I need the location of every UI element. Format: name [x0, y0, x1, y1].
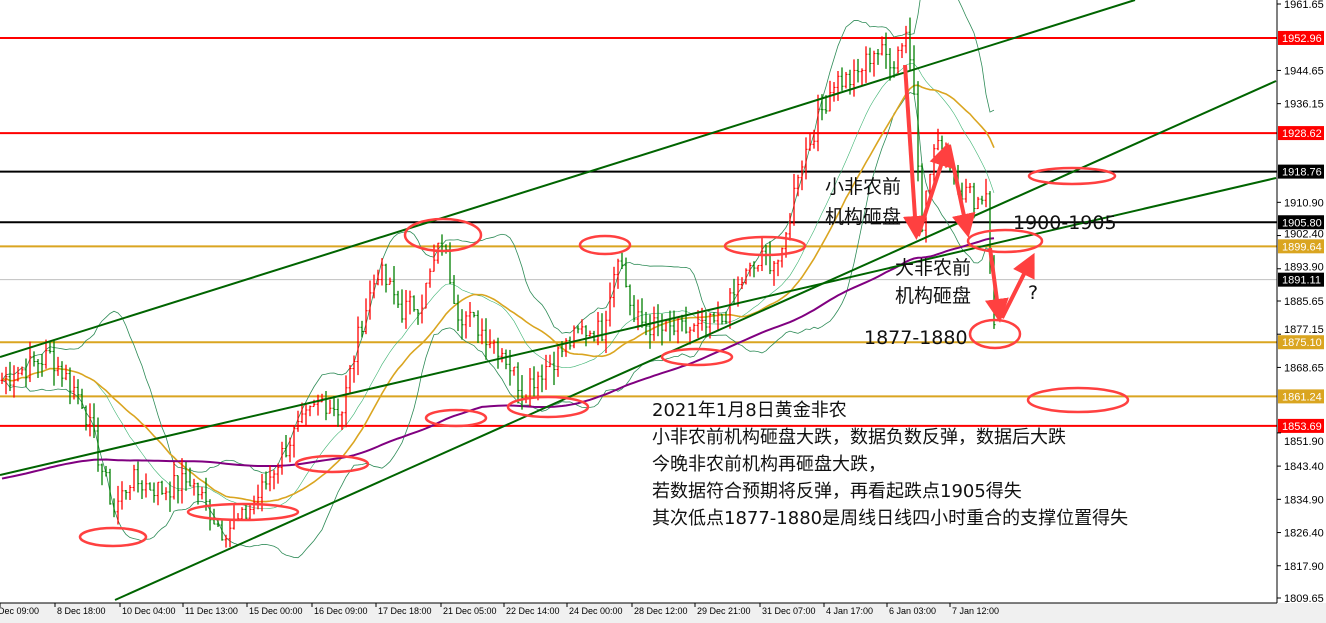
ellipse-marker[interactable] [506, 395, 590, 419]
y-tick-label: 1851.90 [1284, 436, 1324, 448]
x-tick-label: 28 Dec 12:00 [634, 606, 688, 616]
level-label: 1928.62 [1282, 128, 1322, 140]
level-label-bg [1278, 418, 1324, 433]
bollinger-bands [1, 0, 995, 559]
x-tick-label: 22 Dec 14:00 [506, 606, 560, 616]
x-tick-label: 15 Dec 00:00 [249, 606, 303, 616]
arrow-down-icon[interactable] [902, 64, 927, 240]
note-line: 今晚非农前机构再砸盘大跌， [652, 454, 886, 475]
level-label: 1905.80 [1282, 217, 1322, 229]
arrow-down-icon[interactable] [984, 247, 1009, 323]
y-tick-label: 1910.90 [1284, 197, 1324, 209]
y-tick-label: 1868.65 [1284, 362, 1324, 374]
x-tick-label: 29 Dec 21:00 [697, 606, 751, 616]
arrow-down-icon[interactable] [947, 144, 976, 238]
level-label-bg [1278, 30, 1324, 45]
y-tick-label: 1826.40 [1284, 528, 1324, 540]
y-tick-label: 1809.65 [1284, 593, 1324, 605]
level-label: 1875.10 [1282, 337, 1322, 349]
level-label: 1853.69 [1282, 421, 1322, 433]
note-line: 小非农前机构砸盘大跌，数据负数反弹，数据后大跌 [652, 427, 1066, 448]
x-tick-label: 4 Jan 17:00 [826, 606, 873, 616]
y-tick-label: 1902.40 [1284, 228, 1324, 240]
level-label-bg [1278, 239, 1324, 254]
x-tick-label: 6 Jan 03:00 [889, 606, 936, 616]
annotation-range-1900: 1900-1905 [1013, 212, 1117, 234]
y-tick-label: 1885.65 [1284, 296, 1324, 308]
note-block: 2021年1月8日黄金非农 小非农前机构砸盘大跌，数据负数反弹，数据后大跌 今晚… [652, 397, 1128, 532]
level-label: 1918.76 [1282, 167, 1322, 179]
horizontal-levels: 1952.96 1928.62 1918.76 1905.80 1899.64 1891.… [0, 30, 1324, 433]
annotation-range-1877: 1877-1880 [864, 327, 968, 349]
annotation-big-nfp-selloff: 机构砸盘 [895, 285, 972, 307]
bollinger-upper [1, 0, 995, 474]
moving-averages [1, 84, 995, 503]
level-label-bg [1278, 215, 1324, 230]
x-tick-label: 16 Dec 09:00 [314, 606, 368, 616]
level-label: 1952.96 [1282, 33, 1322, 45]
ellipse-marker[interactable] [1026, 386, 1130, 414]
ma-fast-line [1, 84, 995, 503]
ellipse-markers [78, 166, 1130, 548]
x-tick-label: 31 Dec 07:00 [762, 606, 816, 616]
level-label-bg [1278, 164, 1324, 179]
ellipse-marker[interactable] [1027, 166, 1117, 186]
arrow-up-icon[interactable] [1000, 252, 1035, 319]
time-axis: Dec 09:00 8 Dec 18:00 10 Dec 04:00 11 Dec 1… [0, 603, 999, 616]
y-tick-label: 1893.90 [1284, 262, 1324, 274]
level-label: 1899.64 [1282, 241, 1322, 253]
note-line: 若数据符合预期将反弹，再看起跌点1905得失 [652, 481, 1022, 502]
ellipse-marker[interactable] [78, 526, 148, 548]
arrow-up-icon[interactable] [916, 142, 953, 237]
bollinger-lower [1, 92, 995, 559]
price-axis: 1961.65 1944.65 1936.15 1910.90 1902.40 1893.… [0, 0, 1324, 605]
bottom-strip [0, 603, 1326, 623]
x-tick-label: 11 Dec 13:00 [185, 606, 238, 616]
x-tick-label: 17 Dec 18:00 [378, 606, 432, 616]
annotation-small-nfp-selloff: 机构砸盘 [825, 206, 902, 228]
x-tick-label: 21 Dec 05:00 [443, 606, 497, 616]
level-label-bg [1278, 335, 1324, 350]
y-tick-label: 1843.40 [1284, 461, 1324, 473]
x-tick-label: 24 Dec 00:00 [569, 606, 623, 616]
level-label: 1861.24 [1282, 391, 1322, 403]
ellipse-marker[interactable] [723, 235, 807, 257]
arrow-markers [902, 64, 1035, 323]
y-tick-label: 1834.90 [1284, 494, 1324, 506]
ellipse-marker[interactable] [186, 502, 300, 522]
bollinger-middle [1, 63, 995, 510]
level-label-bg [1278, 126, 1324, 141]
y-tick-label: 1961.65 [1284, 0, 1324, 11]
ellipse-marker[interactable] [578, 234, 632, 256]
y-tick-label: 1936.15 [1284, 99, 1324, 111]
ma-slow-line [1, 237, 995, 480]
ellipse-marker[interactable] [660, 347, 734, 367]
ellipse-marker[interactable] [966, 228, 1044, 254]
trendline-upper[interactable] [0, 0, 1136, 358]
y-tick-label: 1877.15 [1284, 324, 1324, 336]
x-tick-label: 10 Dec 04:00 [122, 606, 176, 616]
y-tick-label: 1817.90 [1284, 561, 1324, 573]
ellipse-marker[interactable] [424, 408, 488, 428]
ellipse-marker[interactable] [403, 217, 483, 253]
x-tick-label: Dec 09:00 [0, 606, 39, 616]
annotation-question: ? [1028, 282, 1039, 304]
y-tick-label: 1944.65 [1284, 65, 1324, 77]
trendline-middle[interactable] [0, 177, 1277, 476]
annotation-big-nfp: 大非农前 [895, 257, 972, 279]
level-label-bg [1278, 272, 1324, 287]
ellipse-marker[interactable] [294, 454, 370, 474]
note-title: 2021年1月8日黄金非农 [652, 400, 847, 421]
note-line: 其次低点1877-1880是周线日线四小时重合的支撑位置得失 [652, 508, 1129, 529]
annotation-small-nfp: 小非农前 [825, 176, 902, 198]
level-label: 1891.11 [1282, 275, 1321, 287]
level-label-bg [1278, 389, 1324, 404]
x-tick-label: 8 Dec 18:00 [57, 606, 106, 616]
x-tick-label: 7 Jan 12:00 [952, 606, 999, 616]
